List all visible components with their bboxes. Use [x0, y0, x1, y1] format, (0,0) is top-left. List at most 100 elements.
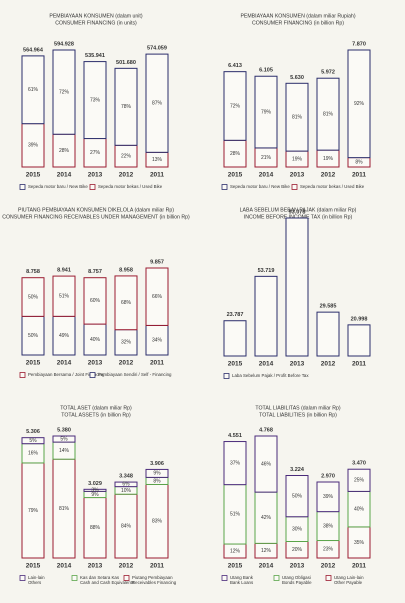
bar — [254, 275, 278, 357]
segment-label: 34% — [152, 338, 163, 344]
value-label: 23.787 — [227, 312, 244, 318]
total-label: 5.380 — [57, 427, 71, 433]
legend-swatch — [71, 575, 78, 581]
bar-segment — [52, 435, 76, 443]
bar-segment — [83, 488, 107, 492]
legend-label: Lain-lain — [28, 575, 45, 580]
bar-segment — [145, 53, 169, 153]
legend-swatch — [291, 184, 298, 190]
total-label: 3.906 — [150, 461, 164, 467]
total-label: 535.941 — [85, 53, 105, 59]
total-label: 564.964 — [23, 47, 44, 53]
x-tick-label: 2011 — [352, 361, 366, 368]
legend-label: Sepeda motor baru / New Bike — [28, 184, 88, 189]
total-label: 3.224 — [290, 467, 305, 473]
chart-subtitle: TOTAL LIABILITIES (in billion Rp) — [259, 412, 337, 418]
chart-title: PEMBIAYAAN KONSUMEN (dalam unit) — [49, 13, 142, 19]
x-tick-label: 2012 — [321, 172, 336, 179]
segment-label: 81% — [323, 112, 334, 118]
segment-label: 5% — [29, 438, 37, 444]
bar-segment — [254, 75, 278, 149]
segment-label: 32% — [121, 340, 132, 346]
segment-label: 9% — [153, 471, 161, 477]
total-label: 5.972 — [321, 70, 335, 76]
chart-title: TOTAL LIABILITAS (dalam miliar Rp) — [255, 405, 340, 411]
total-label: 7.870 — [352, 41, 366, 47]
chart-title: TOTAL ASET (dalam miliar Rp) — [60, 405, 132, 411]
legend-label: Sepeda motor bekas / Used Bike — [300, 184, 365, 189]
segment-label: 38% — [323, 523, 334, 529]
x-tick-label: 2012 — [119, 360, 134, 367]
x-tick-label: 2011 — [150, 563, 164, 570]
x-tick-label: 2013 — [88, 563, 103, 570]
legend-label: Others — [28, 580, 42, 585]
bar-segment — [52, 275, 76, 317]
legend-swatch — [19, 372, 26, 378]
x-tick-label: 2012 — [119, 563, 134, 570]
segment-label: 28% — [59, 148, 70, 154]
segment-label: 14% — [59, 448, 70, 454]
segment-label: 50% — [28, 294, 39, 300]
bar-segment — [145, 468, 169, 478]
bar-segment — [223, 71, 247, 141]
legend-label: Sepeda motor baru / New Bike — [230, 184, 290, 189]
legend-label: Utang Lain-lain — [334, 575, 364, 580]
chart-subtitle: CONSUMER FINANCING (in units) — [55, 20, 137, 26]
value-label: 20.998 — [351, 316, 368, 322]
segment-label: 37% — [230, 460, 241, 466]
x-tick-label: 2011 — [352, 172, 366, 179]
segment-label: 50% — [28, 333, 39, 339]
chart-title: PEMBIAYAAN KONSUMEN (dalam miliar Rupiah… — [240, 13, 355, 19]
segment-label: 28% — [230, 151, 241, 157]
x-tick-label: 2011 — [150, 172, 164, 179]
value-label: 53.719 — [258, 268, 275, 274]
bar-segment — [347, 468, 371, 492]
segment-label: 79% — [28, 508, 39, 514]
x-tick-label: 2015 — [26, 563, 41, 570]
segment-label: 40% — [354, 506, 365, 512]
x-tick-label: 2014 — [57, 360, 72, 367]
segment-label: 19% — [292, 156, 303, 162]
bar — [347, 324, 371, 357]
bar-segment — [145, 267, 169, 326]
x-tick-label: 2011 — [352, 563, 366, 570]
segment-label: 51% — [59, 294, 70, 300]
x-tick-label: 2014 — [57, 563, 72, 570]
segment-label: 23% — [323, 547, 334, 553]
legend-label: Cash and Cash Equivalents — [80, 580, 135, 585]
legend-label: Pembiayaan Sendiri / Self - Financing — [98, 372, 172, 377]
total-label: 8.958 — [119, 267, 133, 273]
x-tick-label: 2013 — [88, 360, 103, 367]
legend-swatch — [221, 575, 228, 581]
chart-title: LABA SEBELUM BEBAN PAJAK (dalam miliar R… — [240, 207, 357, 213]
segment-label: 6% — [122, 482, 130, 488]
x-tick-label: 2015 — [228, 172, 243, 179]
chart-title: PIUTANG PEMBIAYAAN KONSUMEN DIKELOLA (da… — [18, 207, 174, 213]
x-tick-label: 2012 — [321, 361, 336, 368]
total-label: 594.928 — [54, 41, 74, 47]
total-label: 4.551 — [228, 433, 242, 439]
total-label: 5.306 — [26, 429, 40, 435]
segment-label: 25% — [354, 478, 365, 484]
total-label: 4.768 — [259, 427, 273, 433]
x-tick-label: 2011 — [150, 360, 164, 367]
x-tick-label: 2013 — [290, 172, 305, 179]
total-label: 9.857 — [150, 259, 164, 265]
bar-segment — [285, 82, 309, 152]
legend-label: Bonds Payable — [282, 580, 312, 585]
bar-segment — [114, 481, 138, 488]
legend-label: Other Payable — [334, 580, 363, 585]
segment-label: 66% — [152, 294, 163, 300]
segment-label: 81% — [292, 115, 303, 121]
legend-label: Utang Obligasi — [282, 575, 311, 580]
legend-swatch — [123, 575, 130, 581]
segment-label: 3% — [91, 488, 99, 494]
segment-label: 16% — [28, 451, 39, 457]
total-label: 574.059 — [147, 46, 167, 52]
legend-swatch — [223, 373, 230, 379]
segment-label: 13% — [152, 157, 163, 163]
x-tick-label: 2013 — [290, 563, 305, 570]
segment-label: 39% — [28, 143, 39, 149]
segment-label: 87% — [152, 101, 163, 107]
